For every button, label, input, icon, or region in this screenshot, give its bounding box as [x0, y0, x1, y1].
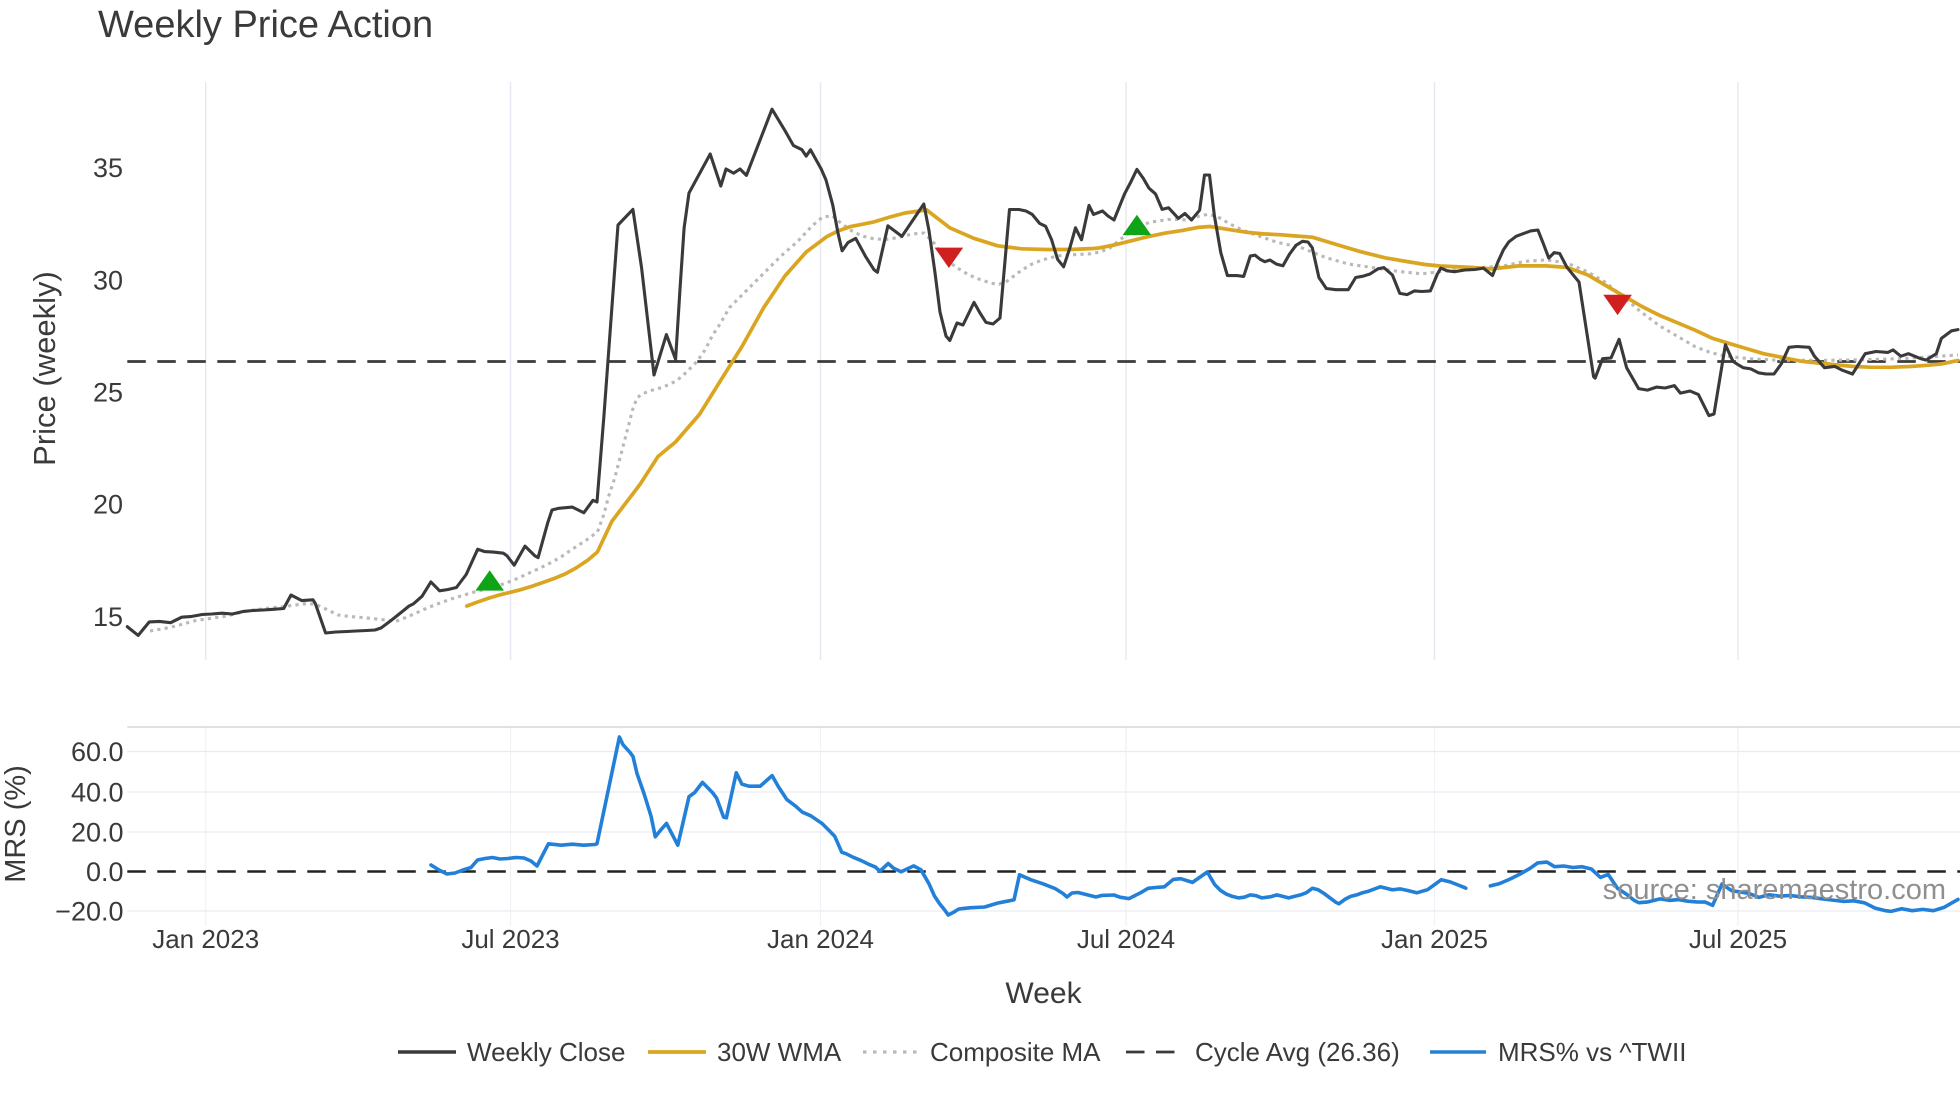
svg-text:0.0: 0.0: [86, 857, 124, 887]
svg-text:Jan 2025: Jan 2025: [1381, 924, 1488, 954]
svg-text:40.0: 40.0: [71, 778, 124, 808]
svg-text:Jul 2024: Jul 2024: [1077, 924, 1175, 954]
svg-text:MRS (%): MRS (%): [0, 765, 32, 883]
svg-text:source: sharemaestro.com: source: sharemaestro.com: [1603, 874, 1946, 906]
svg-text:−20.0: −20.0: [55, 897, 123, 927]
svg-text:Weekly Price Action: Weekly Price Action: [98, 4, 433, 46]
svg-text:30W WMA: 30W WMA: [717, 1037, 842, 1067]
svg-text:20: 20: [93, 490, 123, 520]
svg-text:Week: Week: [1005, 977, 1082, 1010]
svg-text:Jul 2023: Jul 2023: [461, 924, 559, 954]
svg-text:30: 30: [93, 265, 123, 295]
svg-text:Jul 2025: Jul 2025: [1689, 924, 1787, 954]
svg-text:Jan 2023: Jan 2023: [152, 924, 259, 954]
svg-text:Jan 2024: Jan 2024: [767, 924, 874, 954]
svg-text:Composite MA: Composite MA: [930, 1037, 1101, 1067]
svg-text:15: 15: [93, 602, 123, 632]
svg-text:60.0: 60.0: [71, 737, 124, 767]
svg-text:Cycle Avg (26.36): Cycle Avg (26.36): [1195, 1037, 1400, 1067]
svg-text:Price (weekly): Price (weekly): [27, 271, 62, 466]
svg-text:25: 25: [93, 378, 123, 408]
svg-text:35: 35: [93, 153, 123, 183]
svg-text:Weekly Close: Weekly Close: [467, 1037, 625, 1067]
svg-text:20.0: 20.0: [71, 818, 124, 848]
svg-text:MRS% vs ^TWII: MRS% vs ^TWII: [1498, 1037, 1686, 1067]
